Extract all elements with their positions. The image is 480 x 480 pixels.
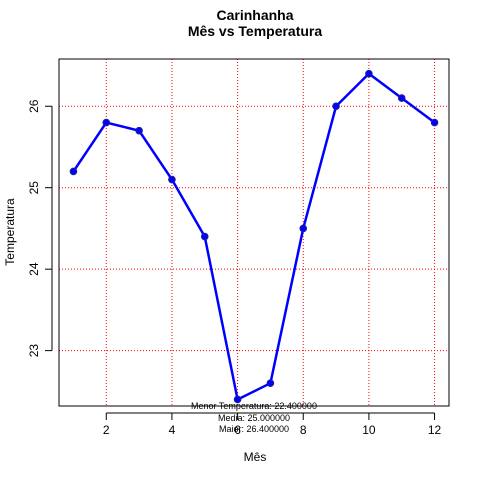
data-point [299, 224, 308, 233]
x-axis: 2 4 6 8 10 12 [103, 412, 442, 437]
data-point [135, 126, 143, 135]
plot-frame [58, 58, 450, 407]
chart-title: Carinhanha [216, 7, 293, 23]
data-point [168, 175, 176, 184]
grid [59, 59, 449, 406]
annotation-max: Maior: 26.400000 [219, 424, 289, 434]
data-point [200, 232, 209, 241]
chart-subtitle: Mês vs Temperatura [188, 23, 323, 39]
y-tick-label: 26 [27, 99, 41, 113]
data-point [102, 118, 111, 127]
data-point [397, 94, 406, 102]
annotation-mean: Media: 25.000000 [218, 413, 290, 423]
annotations: Menor Temperatura: 22.400000 Media: 25.0… [191, 401, 317, 434]
x-tick-label: 4 [169, 423, 176, 437]
y-tick-label: 25 [27, 181, 41, 195]
x-tick-label: 2 [103, 423, 110, 437]
x-tick-label: 12 [428, 423, 442, 437]
y-tick-label: 23 [27, 344, 41, 358]
data-point [69, 167, 78, 176]
series-layer [69, 69, 439, 404]
series-line [72, 72, 436, 401]
data-point [266, 379, 275, 387]
data-point [365, 69, 373, 78]
y-axis-label: Temperatura [3, 198, 17, 266]
x-axis-label: Mês [244, 450, 267, 464]
data-point [430, 118, 439, 127]
y-tick-label: 24 [27, 262, 41, 276]
y-axis: 23 24 25 26 [27, 99, 53, 358]
annotation-min: Menor Temperatura: 22.400000 [191, 401, 317, 411]
data-point [332, 102, 340, 111]
data-point [233, 395, 242, 404]
x-tick-label: 10 [362, 423, 376, 437]
x-tick-label: 6 [234, 423, 241, 437]
x-tick-label: 8 [300, 423, 307, 437]
